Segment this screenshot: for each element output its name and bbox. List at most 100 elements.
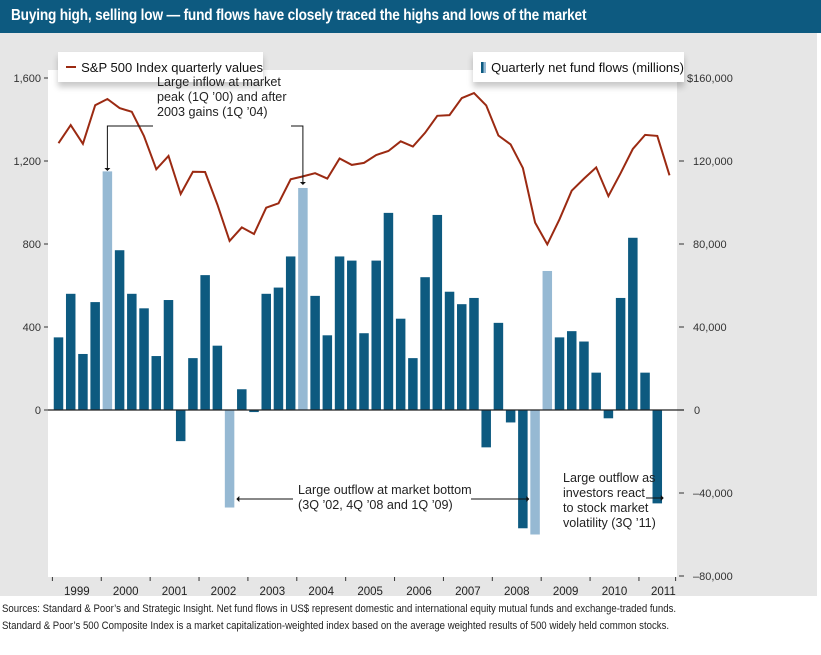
left-axis: 1,600 1,200 800 400 0 bbox=[13, 73, 48, 417]
flow-bar-1Q11 bbox=[640, 372, 650, 410]
chart-title: Buying high, selling low — fund flows ha… bbox=[11, 7, 587, 24]
flow-bar-1Q02 bbox=[200, 275, 210, 410]
flow-bar-3Q10 bbox=[615, 297, 626, 410]
bar-swatch-icon bbox=[481, 61, 487, 73]
annotation-line: 2003 gains (1Q ’04) bbox=[157, 105, 268, 119]
x-axis-year-label: 2002 bbox=[211, 586, 237, 598]
line-swatch-icon bbox=[66, 65, 77, 69]
right-axis-tick-label: –80,000 bbox=[693, 571, 733, 583]
flow-bar-1Q01 bbox=[151, 356, 162, 410]
right-axis-tick-label: 40,000 bbox=[693, 322, 727, 334]
flow-bar-3Q05 bbox=[371, 260, 381, 410]
flow-bar-2Q01 bbox=[163, 300, 174, 410]
flow-bar-2Q11 bbox=[652, 410, 663, 504]
flow-bar-1Q09 bbox=[542, 270, 553, 410]
legend-sp500-label: S&P 500 Index quarterly values bbox=[81, 59, 263, 75]
annotation-line: to stock market bbox=[563, 501, 649, 515]
flow-bar-1Q10 bbox=[591, 372, 601, 410]
right-axis-tick-label: 120,000 bbox=[693, 156, 733, 168]
flow-bar-1Q07 bbox=[444, 291, 455, 410]
flow-bar-4Q99 bbox=[90, 302, 100, 410]
x-axis-year-label: 2010 bbox=[602, 586, 628, 598]
flow-bar-4Q04 bbox=[334, 256, 345, 410]
arrow-inflow-2004 bbox=[291, 125, 304, 184]
flow-bar-1Q06 bbox=[395, 318, 406, 410]
plot-area bbox=[48, 70, 677, 577]
annotation-outflow-bottom: Large outflow at market bottom (3Q ’02, … bbox=[298, 483, 472, 513]
flow-bar-4Q02 bbox=[237, 389, 247, 410]
flow-bar-2Q00 bbox=[114, 250, 125, 410]
flow-bars bbox=[53, 171, 663, 535]
right-axis-tick-label: 80,000 bbox=[693, 239, 727, 251]
footer-sources: Sources: Standard & Poor’s and Strategic… bbox=[2, 601, 706, 635]
arrow-head-icon bbox=[299, 182, 306, 185]
flow-bar-4Q01 bbox=[188, 358, 198, 410]
right-axis: $160,000 120,000 80,000 40,000 0 –40,000 –80,0… bbox=[679, 73, 733, 583]
annotation-line: Large outflow at market bottom bbox=[298, 483, 472, 497]
right-axis-tick-label: –40,000 bbox=[693, 488, 733, 500]
flow-bar-1Q04 bbox=[298, 187, 308, 410]
flow-bar-3Q06 bbox=[420, 277, 430, 410]
x-axis-year-label: 2009 bbox=[553, 586, 579, 598]
flow-bar-1Q99 bbox=[53, 337, 64, 410]
flow-bar-1Q00 bbox=[102, 171, 113, 410]
flow-bar-2Q05 bbox=[359, 333, 369, 410]
annotation-line: volatility (3Q ’11) bbox=[563, 516, 656, 530]
flow-bar-1Q03 bbox=[249, 410, 259, 413]
x-axis-year-label: 2004 bbox=[308, 586, 334, 598]
flow-bar-4Q08 bbox=[530, 410, 540, 535]
flow-bar-1Q08 bbox=[493, 322, 504, 410]
x-axis-year-label: 2001 bbox=[162, 586, 188, 598]
left-axis-tick-label: 400 bbox=[23, 322, 41, 334]
flow-bar-4Q10 bbox=[628, 237, 638, 410]
x-axis-year-label: 2005 bbox=[357, 586, 383, 598]
flow-bar-2Q09 bbox=[554, 337, 565, 410]
flow-bar-2Q02 bbox=[212, 345, 223, 410]
arrow-head-icon bbox=[236, 496, 240, 502]
annotation-line: investors react bbox=[563, 486, 645, 500]
flow-bar-4Q00 bbox=[139, 308, 149, 410]
flow-bar-3Q99 bbox=[78, 353, 88, 410]
legend-fund-flows: Quarterly net fund flows (millions) bbox=[473, 52, 684, 82]
x-axis-year-label: 2007 bbox=[455, 586, 481, 598]
footer-line: Sources: Standard & Poor’s and Strategic… bbox=[2, 603, 677, 615]
flow-bar-2Q10 bbox=[603, 410, 614, 419]
flow-bar-2Q04 bbox=[310, 295, 320, 410]
left-axis-tick-label: 1,200 bbox=[13, 156, 41, 168]
annotation-line: Large inflow at market bbox=[157, 75, 281, 89]
flow-bar-4Q07 bbox=[481, 410, 491, 448]
flow-bar-1Q05 bbox=[347, 260, 357, 410]
flow-bar-4Q09 bbox=[579, 341, 589, 410]
arrow-head-icon bbox=[526, 496, 530, 502]
legend-sp500: S&P 500 Index quarterly values bbox=[58, 52, 263, 82]
right-axis-tick-label: 0 bbox=[694, 405, 700, 417]
x-axis-year-label: 2008 bbox=[504, 586, 530, 598]
arrow-head-icon bbox=[660, 495, 664, 501]
legend-fund-flows-label: Quarterly net fund flows (millions) bbox=[491, 59, 684, 75]
x-axis-year-label: 2000 bbox=[113, 586, 139, 598]
flow-bar-4Q03 bbox=[285, 256, 296, 410]
flow-bar-3Q02 bbox=[224, 410, 235, 508]
flow-bar-4Q05 bbox=[383, 212, 394, 410]
flow-bar-3Q00 bbox=[127, 293, 137, 410]
arrow-inflow-2000 bbox=[106, 125, 153, 170]
x-axis: 1999 2000 2001 2002 2003 2004 2005 2006 2007 2008… bbox=[51, 577, 677, 598]
chart-title-bar: Buying high, selling low — fund flows ha… bbox=[0, 0, 821, 33]
annotation-arrows bbox=[104, 125, 664, 502]
flow-bar-3Q01 bbox=[175, 410, 186, 442]
x-axis-year-label: 2003 bbox=[260, 586, 286, 598]
sp500-line bbox=[57, 91, 671, 247]
annotation-line: peak (1Q ’00) and after bbox=[157, 90, 287, 104]
x-axis-year-label: 1999 bbox=[64, 586, 90, 598]
flow-bar-2Q08 bbox=[505, 410, 516, 423]
flow-bar-3Q07 bbox=[469, 297, 479, 410]
flow-bar-4Q06 bbox=[432, 214, 443, 410]
annotation-large-inflow: Large inflow at market peak (1Q ’00) and… bbox=[157, 75, 287, 120]
x-axis-year-label: 2011 bbox=[651, 586, 676, 598]
footer-line: Standard & Poor’s 500 Composite Index is… bbox=[2, 620, 670, 632]
left-axis-tick-label: 0 bbox=[35, 405, 41, 417]
annotation-outflow-volatility: Large outflow as investors react to stoc… bbox=[563, 471, 656, 531]
annotation-line: (3Q ’02, 4Q ’08 and 1Q ’09) bbox=[298, 498, 453, 512]
flow-bar-3Q08 bbox=[518, 410, 528, 529]
combo-chart: 1,600 1,200 800 400 0 $160,000 120,000 80,000 4… bbox=[13, 70, 733, 598]
